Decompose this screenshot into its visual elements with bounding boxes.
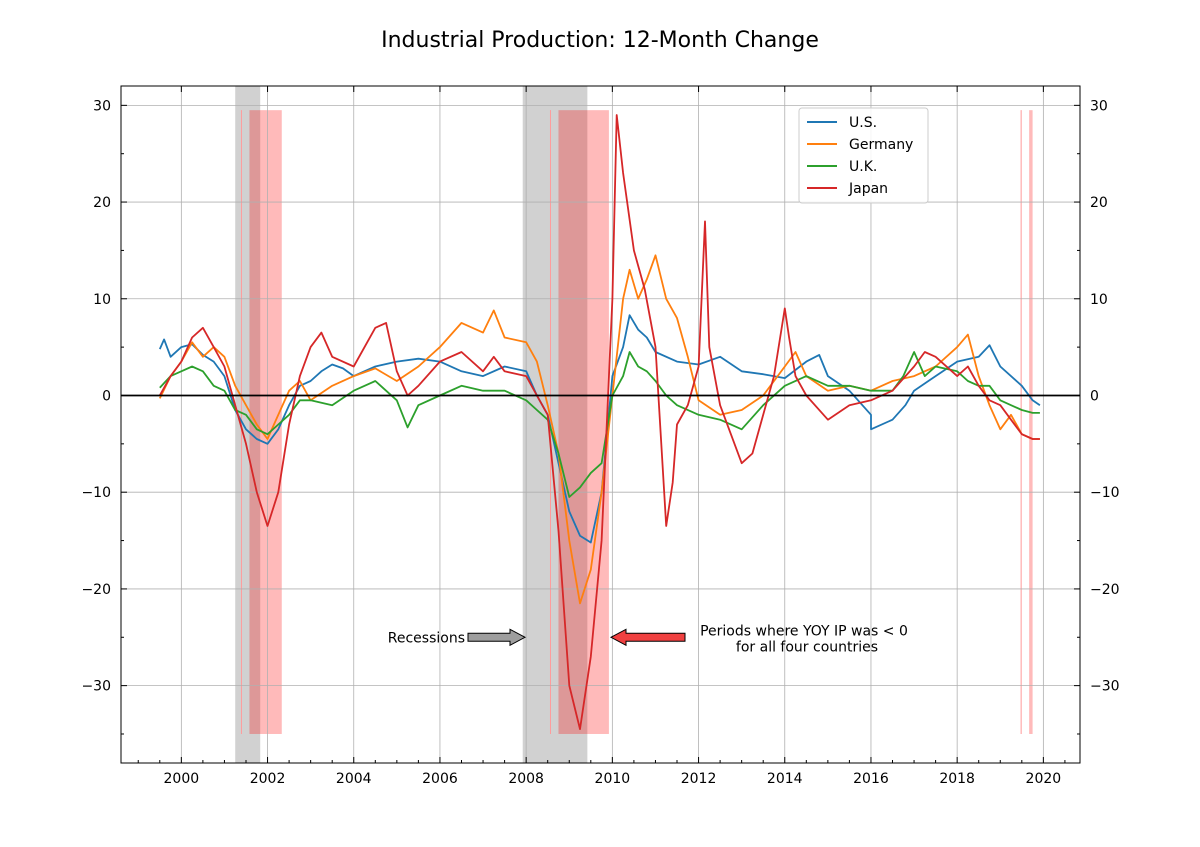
- y-tick-label-left: 30: [93, 98, 111, 114]
- y-tick-label-right: −30: [1090, 679, 1120, 695]
- x-tick-label: 2008: [508, 771, 544, 787]
- x-tick-label: 2004: [336, 771, 372, 787]
- series-line-us: [158, 314, 1041, 544]
- y-tick-label-left: 20: [93, 195, 111, 211]
- x-tick-label: 2018: [939, 771, 975, 787]
- y-tick-label-left: −10: [81, 485, 111, 501]
- y-tick-label-right: 20: [1090, 195, 1108, 211]
- legend-label: U.S.: [849, 115, 877, 131]
- x-tick-label: 2010: [595, 771, 631, 787]
- negative-period-band: [558, 110, 609, 734]
- y-tick-label-right: −10: [1090, 485, 1120, 501]
- negative-period-band: [249, 110, 282, 734]
- y-tick-label-right: 0: [1090, 388, 1099, 404]
- y-tick-label-right: −20: [1090, 582, 1120, 598]
- y-tick-label-left: −20: [81, 582, 111, 598]
- y-tick-label-right: 10: [1090, 292, 1108, 308]
- legend-label: Germany: [849, 137, 913, 153]
- x-tick-label: 2000: [164, 771, 200, 787]
- y-tick-label-left: 10: [93, 292, 111, 308]
- plot-frame: [120, 85, 1081, 764]
- chart-title: Industrial Production: 12-Month Change: [381, 28, 819, 53]
- x-tick-label: 2014: [767, 771, 803, 787]
- x-tick-label: 2012: [681, 771, 717, 787]
- legend-label: U.K.: [849, 159, 877, 175]
- y-tick-label-left: −30: [81, 679, 111, 695]
- recessions-label: Recessions: [388, 630, 465, 646]
- recessions-arrow-icon: [467, 628, 527, 647]
- negative-label-line2: for all four countries: [736, 639, 878, 655]
- negative-label-line1: Periods where YOY IP was < 0: [700, 623, 908, 639]
- negative-arrow-icon: [609, 628, 686, 647]
- x-tick-label: 2016: [853, 771, 889, 787]
- x-tick-label: 2006: [422, 771, 458, 787]
- legend-box: [798, 107, 929, 204]
- series-line-uk: [159, 351, 1040, 498]
- recession-band: [522, 86, 588, 763]
- legend-label: Japan: [848, 181, 888, 197]
- series-line-japan: [159, 114, 1040, 730]
- x-tick-label: 2002: [250, 771, 286, 787]
- y-tick-label-left: 0: [102, 388, 111, 404]
- y-tick-label-right: 30: [1090, 98, 1108, 114]
- negative-period-band: [1029, 110, 1033, 734]
- x-tick-label: 2020: [1026, 771, 1062, 787]
